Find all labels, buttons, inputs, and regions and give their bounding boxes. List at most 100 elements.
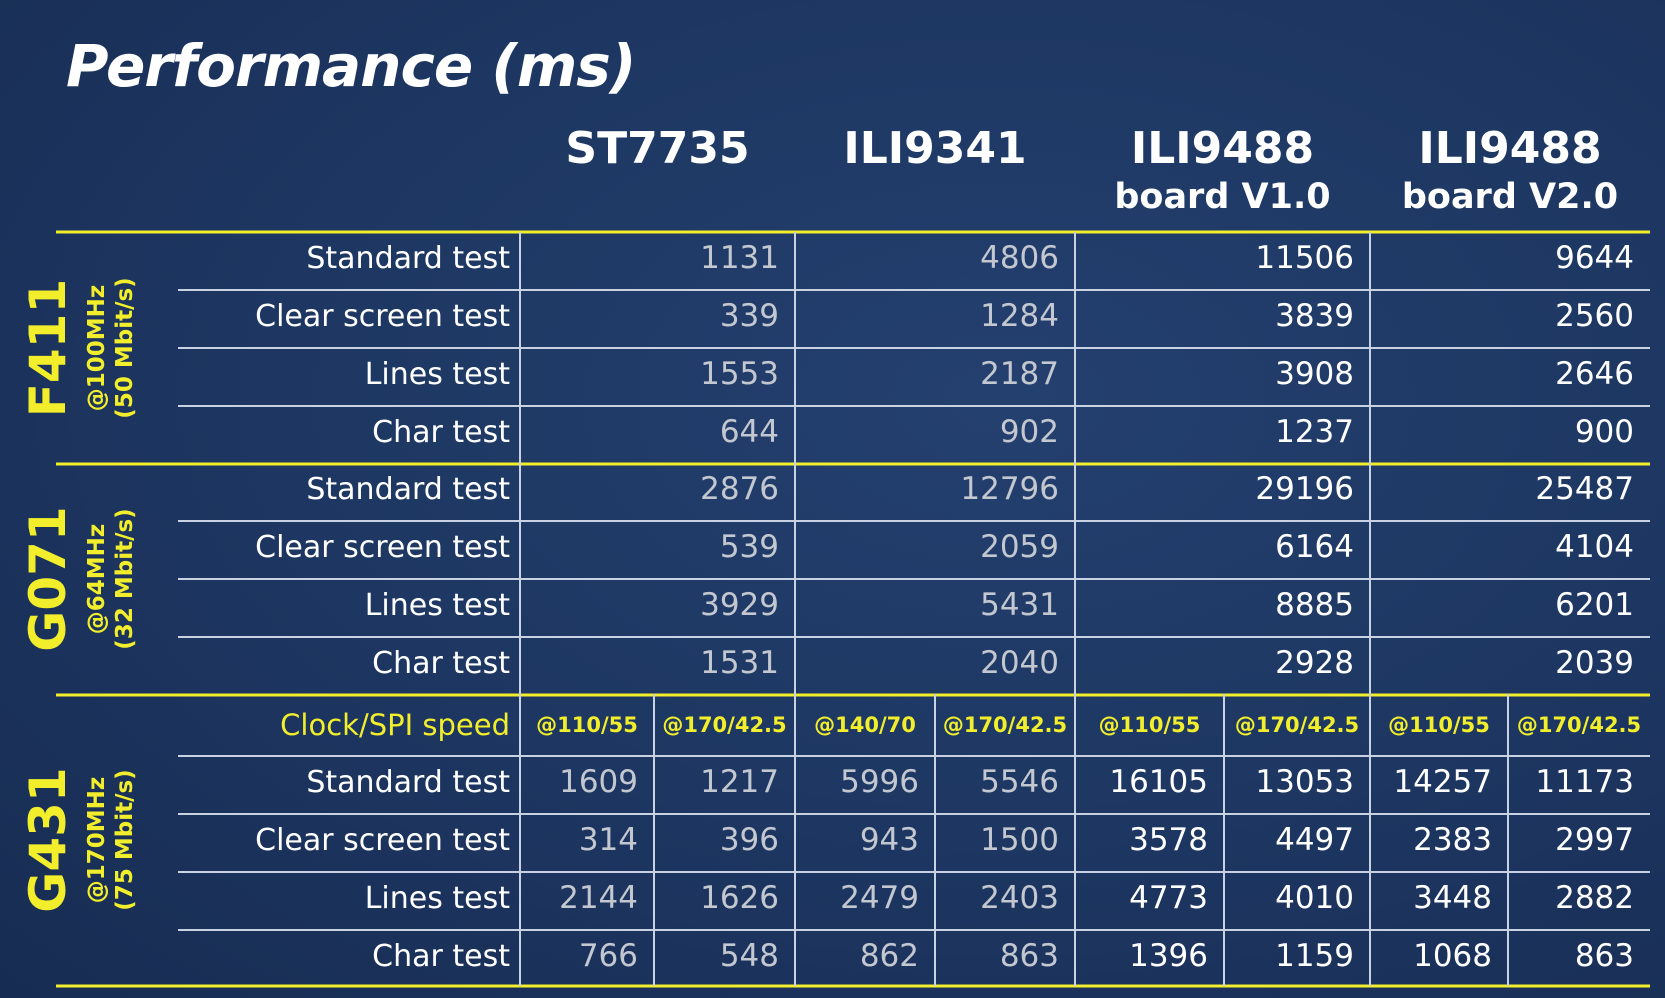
table-cell: 16105	[1109, 764, 1208, 800]
table-cell: 902	[999, 414, 1059, 450]
row-label: Clear screen test	[255, 823, 510, 858]
table-cell: 2040	[980, 645, 1059, 681]
table-cell: 339	[719, 298, 779, 334]
table-cell: 2059	[980, 529, 1059, 565]
table-cell: 1500	[980, 822, 1059, 858]
clock-setting: @170/42.5	[1516, 713, 1642, 737]
column-header-name: ILI9488	[1130, 123, 1315, 174]
clock-speed-label: Clock/SPI speed	[280, 708, 510, 742]
table-cell: 2646	[1555, 356, 1634, 392]
table-cell: 1159	[1275, 938, 1354, 974]
table-cell: 5431	[980, 587, 1059, 623]
table-cell: 1553	[700, 356, 779, 392]
group-clock-spi: @64MHz (32 Mbit/s)	[83, 464, 139, 694]
table-cell: 862	[859, 938, 919, 974]
table-cell: 1284	[980, 298, 1059, 334]
table-cell: 1396	[1129, 938, 1208, 974]
group-clock: @170MHz	[84, 776, 110, 904]
row-label: Char test	[372, 415, 510, 450]
group-clock: @64MHz	[84, 523, 110, 635]
table-cell: 2928	[1275, 645, 1354, 681]
table-cell: 3448	[1413, 880, 1492, 916]
table-cell: 5546	[980, 764, 1059, 800]
column-header-sub: board V2.0	[1401, 177, 1619, 217]
page-title: Performance (ms)	[66, 32, 636, 100]
row-label: Char test	[372, 939, 510, 974]
table-cell: 4010	[1275, 880, 1354, 916]
column-header: ILI9488 board V2.0	[1370, 124, 1650, 220]
group-name: G431	[19, 767, 77, 913]
table-cell: 2997	[1555, 822, 1634, 858]
row-label: Lines test	[364, 588, 510, 623]
table-cell: 11506	[1255, 240, 1354, 276]
table-cell: 863	[999, 938, 1059, 974]
row-label: Lines test	[364, 881, 510, 916]
table-cell: 25487	[1535, 471, 1634, 507]
table-cell: 539	[719, 529, 779, 565]
table-cell: 1531	[700, 645, 779, 681]
column-header-sub: board V1.0	[1114, 177, 1331, 217]
column-header-name: ILI9488	[1418, 123, 1602, 174]
clock-setting: @110/55	[1098, 713, 1201, 737]
table-cell: 900	[1574, 414, 1634, 450]
group-clock-spi: @100MHz (50 Mbit/s)	[83, 233, 139, 463]
clock-setting: @170/42.5	[662, 713, 787, 737]
table-cell: 2187	[980, 356, 1059, 392]
row-label: Standard test	[306, 472, 510, 507]
column-header-name: ST7735	[565, 123, 750, 174]
table-cell: 548	[719, 938, 779, 974]
column-header-name: ILI9341	[843, 123, 1027, 174]
table-cell: 1237	[1275, 414, 1354, 450]
clock-setting: @110/55	[1388, 713, 1490, 737]
table-cell: 2383	[1413, 822, 1492, 858]
table-cell: 1609	[559, 764, 638, 800]
table-cell: 1626	[700, 880, 779, 916]
clock-setting: @140/70	[814, 713, 916, 737]
table-cell: 6201	[1555, 587, 1634, 623]
table-cell: 6164	[1275, 529, 1354, 565]
table-cell: 2144	[559, 880, 638, 916]
table-cell: 3578	[1129, 822, 1208, 858]
table-cell: 8885	[1275, 587, 1354, 623]
clock-setting: @170/42.5	[942, 713, 1068, 737]
group-name: G071	[19, 506, 77, 652]
table-cell: 14257	[1393, 764, 1492, 800]
group-clock: @100MHz	[84, 284, 110, 412]
table-cell: 11173	[1535, 764, 1634, 800]
group-spi-speed: (32 Mbit/s)	[112, 508, 138, 650]
table-cell: 2039	[1555, 645, 1634, 681]
table-cell: 3839	[1275, 298, 1354, 334]
row-label: Char test	[372, 646, 510, 681]
table-cell: 4497	[1275, 822, 1354, 858]
group-name: F411	[19, 278, 77, 418]
table-cell: 2403	[980, 880, 1059, 916]
table-cell: 2876	[700, 471, 779, 507]
table-cell: 2560	[1555, 298, 1634, 334]
table-cell: 4773	[1129, 880, 1208, 916]
table-cell: 2882	[1555, 880, 1634, 916]
group-spi-speed: (75 Mbit/s)	[112, 769, 138, 911]
table-cell: 12796	[960, 471, 1059, 507]
table-cell: 5996	[840, 764, 919, 800]
table-cell: 3929	[700, 587, 779, 623]
table-cell: 9644	[1555, 240, 1634, 276]
table-cell: 314	[578, 822, 638, 858]
table-cell: 2479	[840, 880, 919, 916]
table-cell: 4104	[1555, 529, 1634, 565]
table-cell: 644	[719, 414, 779, 450]
table-cell: 1068	[1413, 938, 1492, 974]
clock-setting: @170/42.5	[1234, 713, 1360, 737]
row-label: Standard test	[306, 241, 510, 276]
row-label: Clear screen test	[255, 530, 510, 565]
row-label: Clear screen test	[255, 299, 510, 334]
row-label: Lines test	[364, 357, 510, 392]
group-spi-speed: (50 Mbit/s)	[112, 277, 138, 419]
table-cell: 29196	[1255, 471, 1354, 507]
table-cell: 13053	[1255, 764, 1354, 800]
table-cell: 943	[859, 822, 919, 858]
row-label: Standard test	[306, 765, 510, 800]
table-cell: 766	[578, 938, 638, 974]
table-cell: 3908	[1275, 356, 1354, 392]
table-cell: 396	[719, 822, 779, 858]
